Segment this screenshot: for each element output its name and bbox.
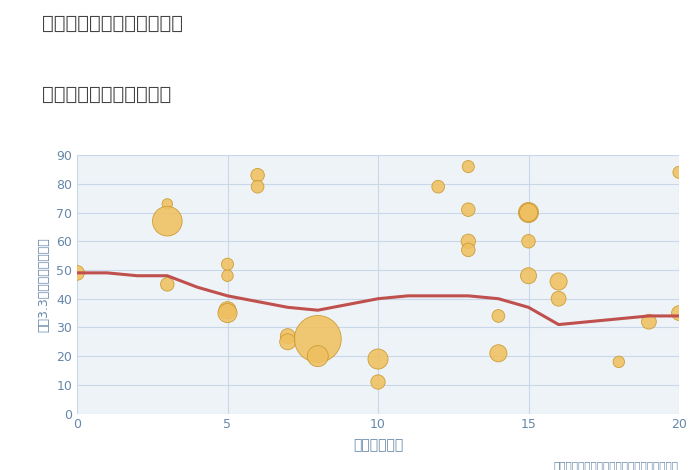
Point: [222, 306, 233, 314]
Y-axis label: 坪（3.3㎡）単価（万円）: 坪（3.3㎡）単価（万円）: [38, 237, 50, 332]
Point: [463, 163, 474, 170]
Point: [523, 209, 534, 216]
Text: 円の大きさは、取引のあった物件面積を示す: 円の大きさは、取引のあった物件面積を示す: [554, 460, 679, 470]
Point: [523, 272, 534, 280]
Text: 駅距離別中古戸建て価格: 駅距離別中古戸建て価格: [42, 85, 172, 103]
Point: [463, 246, 474, 254]
Point: [613, 358, 624, 366]
Point: [282, 338, 293, 345]
Point: [282, 332, 293, 340]
Point: [463, 237, 474, 245]
Point: [252, 183, 263, 190]
Point: [553, 295, 564, 303]
Point: [162, 218, 173, 225]
Point: [673, 309, 685, 317]
Point: [493, 350, 504, 357]
X-axis label: 駅距離（分）: 駅距離（分）: [353, 439, 403, 453]
Point: [553, 278, 564, 285]
Point: [433, 183, 444, 190]
Point: [523, 237, 534, 245]
Point: [252, 172, 263, 179]
Point: [372, 378, 384, 386]
Point: [312, 335, 323, 343]
Point: [463, 206, 474, 213]
Point: [222, 272, 233, 280]
Point: [162, 200, 173, 208]
Point: [372, 355, 384, 363]
Text: 兵庫県三木市別所町石野の: 兵庫県三木市別所町石野の: [42, 14, 183, 33]
Point: [673, 169, 685, 176]
Point: [222, 260, 233, 268]
Point: [222, 309, 233, 317]
Point: [523, 209, 534, 216]
Point: [162, 281, 173, 288]
Point: [312, 352, 323, 360]
Point: [71, 269, 83, 277]
Point: [643, 318, 655, 325]
Point: [493, 312, 504, 320]
